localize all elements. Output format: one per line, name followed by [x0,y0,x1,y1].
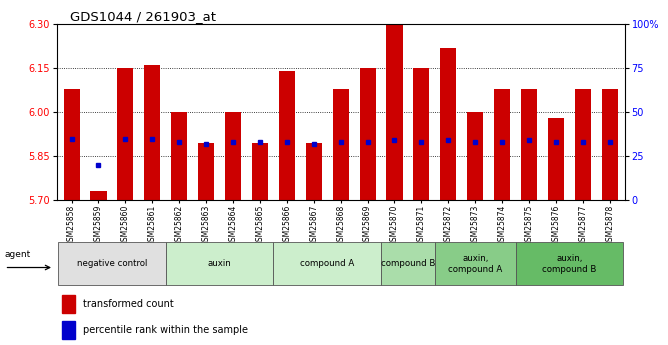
Bar [90,191,107,200]
Bar [467,112,484,200]
Bar [386,24,403,200]
Text: auxin,
compound A: auxin, compound A [448,254,502,274]
Bar [63,89,79,200]
Bar [413,68,430,200]
Bar [333,89,349,200]
Bar [198,143,214,200]
Text: negative control: negative control [77,259,147,268]
FancyBboxPatch shape [516,243,623,285]
Bar [118,68,134,200]
Bar [602,89,618,200]
Bar [440,48,456,200]
Bar [63,321,75,339]
Text: auxin,
compound B: auxin, compound B [542,254,597,274]
Bar [144,65,160,200]
Bar [574,89,591,200]
Bar [63,295,75,313]
Bar [171,112,187,200]
Text: auxin: auxin [208,259,231,268]
FancyBboxPatch shape [166,243,273,285]
Bar [252,143,268,200]
FancyBboxPatch shape [435,243,516,285]
Text: percentile rank within the sample: percentile rank within the sample [84,325,248,335]
Text: transformed count: transformed count [84,299,174,309]
Text: compound B: compound B [381,259,435,268]
Bar [521,89,537,200]
FancyBboxPatch shape [58,243,166,285]
Bar [279,71,295,200]
Text: GDS1044 / 261903_at: GDS1044 / 261903_at [70,10,216,23]
Bar [359,68,375,200]
Bar [548,118,564,200]
FancyBboxPatch shape [381,243,435,285]
Bar [494,89,510,200]
FancyBboxPatch shape [273,243,381,285]
Bar [306,143,322,200]
Bar [225,112,241,200]
Text: compound A: compound A [300,259,354,268]
Text: agent: agent [5,249,31,258]
